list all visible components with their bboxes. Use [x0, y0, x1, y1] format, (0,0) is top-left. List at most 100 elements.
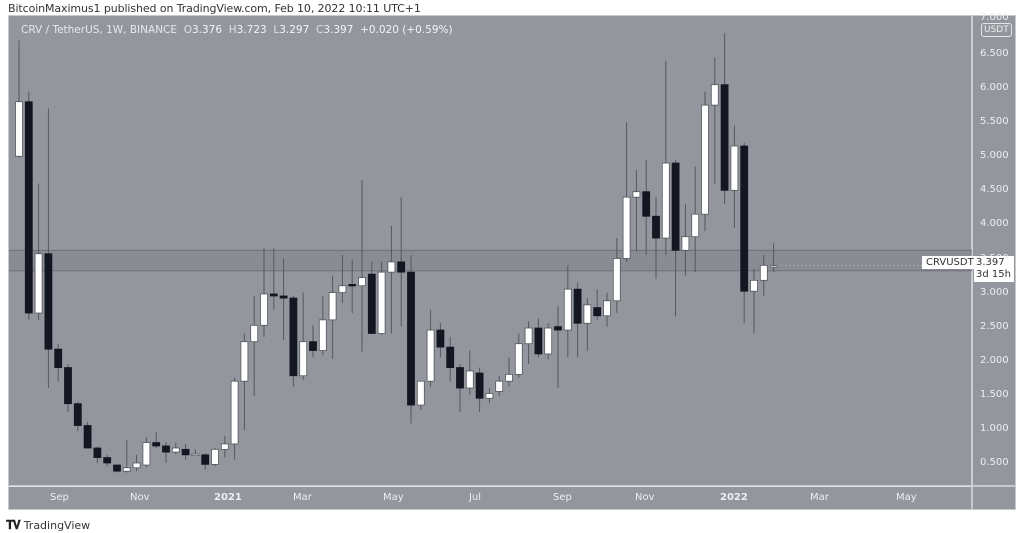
candle-up	[485, 393, 494, 399]
candle-up	[622, 196, 631, 259]
price-tick: 5.000	[980, 150, 1009, 162]
candle-up	[544, 327, 553, 355]
candle-down	[24, 101, 33, 314]
candle-up	[681, 236, 690, 251]
time-tick: Mar	[293, 492, 312, 503]
candle-down	[201, 454, 210, 465]
candle-up	[583, 304, 592, 324]
candle-up	[338, 285, 347, 293]
time-tick: Nov	[130, 492, 150, 503]
currency-badge[interactable]: USDT	[981, 23, 1012, 37]
low-label: L	[273, 24, 280, 36]
candle-up	[524, 327, 533, 345]
time-axis[interactable]: Sep Nov 2021 Mar May Jul Sep Nov 2022 Mar May	[8, 486, 972, 510]
candle-up	[122, 467, 131, 472]
time-tick: 2021	[214, 492, 242, 503]
tradingview-logo[interactable]: 𝐓𝐕 TradingView	[6, 518, 90, 533]
candle-down	[73, 403, 82, 426]
candle-up	[377, 271, 386, 334]
time-tick: 2022	[720, 492, 748, 503]
tradingview-logo-icon: 𝐓𝐕	[6, 518, 21, 532]
candle-up	[750, 279, 758, 292]
candle-down	[407, 271, 415, 406]
candle-up	[495, 380, 504, 392]
high-label: H	[228, 24, 237, 36]
open-value: 3.376	[191, 24, 223, 36]
candle-down	[475, 372, 484, 399]
chart-pane[interactable]: CRV / TetherUS, 1W, BINANCE O3.376 H3.72…	[8, 15, 973, 487]
candle-up	[299, 341, 308, 377]
candle-down	[269, 293, 278, 297]
time-tick: Mar	[810, 492, 829, 503]
candle-up	[465, 370, 474, 389]
candle-up	[15, 101, 23, 157]
publisher-line: BitcoinMaximus1 published on TradingView…	[8, 2, 421, 15]
candle-up	[505, 373, 513, 382]
price-tick: 7.000	[980, 12, 1009, 23]
price-tick: 6.000	[980, 82, 1009, 94]
candle-up	[691, 213, 700, 238]
candle-up	[769, 265, 778, 268]
symbol-title: CRV / TetherUS, 1W, BINANCE	[21, 24, 178, 36]
candle-down	[367, 273, 376, 334]
candle-up	[220, 443, 229, 450]
tradingview-brand-text: TradingView	[23, 519, 91, 532]
candle-up	[260, 293, 268, 326]
candle-down	[289, 297, 298, 377]
candle-down	[573, 288, 582, 324]
last-price-tag: 3.397 3d 15h	[974, 256, 1014, 282]
candle-up	[632, 191, 641, 198]
candle-down	[348, 284, 357, 287]
candle-down	[436, 329, 445, 348]
candle-up	[730, 145, 739, 191]
symbol-price-tag: CRVUSDT	[922, 256, 978, 269]
candle-down	[642, 191, 651, 217]
time-tick: Sep	[50, 492, 69, 503]
candle-up	[250, 324, 259, 343]
candle-up	[514, 343, 523, 375]
price-tick: 4.500	[980, 184, 1009, 196]
time-tick: Nov	[635, 492, 655, 503]
candle-up	[426, 329, 435, 382]
candle-down	[152, 442, 161, 447]
candle-down	[64, 367, 72, 405]
candle-down	[397, 261, 406, 273]
candle-down	[54, 348, 63, 368]
horizontal-zone	[9, 250, 973, 271]
candle-down	[652, 215, 660, 239]
candle-up	[328, 292, 337, 321]
price-tick: 5.500	[980, 116, 1009, 128]
price-axis[interactable]: USDT 7.000 6.500 6.000 5.500 5.000 4.500 4.000…	[972, 12, 1016, 486]
price-tick: 1.500	[980, 388, 1009, 400]
candle-up	[240, 341, 249, 382]
candle-down	[456, 367, 464, 389]
candle-up	[230, 380, 239, 445]
candlestick-chart[interactable]	[9, 16, 973, 487]
price-tick: 6.500	[980, 48, 1009, 59]
close-value: 3.397	[323, 24, 354, 36]
candle-down	[113, 464, 121, 472]
price-tick: 3.000	[980, 286, 1009, 298]
candle-down	[720, 84, 729, 191]
time-tick: Sep	[553, 492, 572, 503]
candle-down	[740, 145, 749, 292]
candle-up	[142, 442, 151, 466]
candle-down	[554, 326, 562, 331]
candle-up	[710, 84, 719, 106]
price-tick: 2.500	[980, 320, 1009, 332]
candle-up	[701, 104, 709, 215]
price-tick: 4.000	[980, 218, 1009, 230]
candle-down	[593, 307, 602, 317]
open-label: O	[183, 24, 192, 36]
price-tick: 2.000	[980, 354, 1009, 366]
candle-up	[603, 300, 611, 317]
candle-up	[171, 447, 180, 453]
candle-up	[358, 277, 366, 287]
candle-up	[661, 162, 670, 239]
bar-countdown: 3d 15h	[976, 269, 1011, 280]
change-value: +0.020 (+0.59%)	[360, 24, 453, 36]
candle-up	[416, 380, 425, 406]
time-tick: Jul	[469, 492, 482, 503]
candle-up	[387, 261, 396, 273]
axis-corner	[972, 486, 1016, 510]
